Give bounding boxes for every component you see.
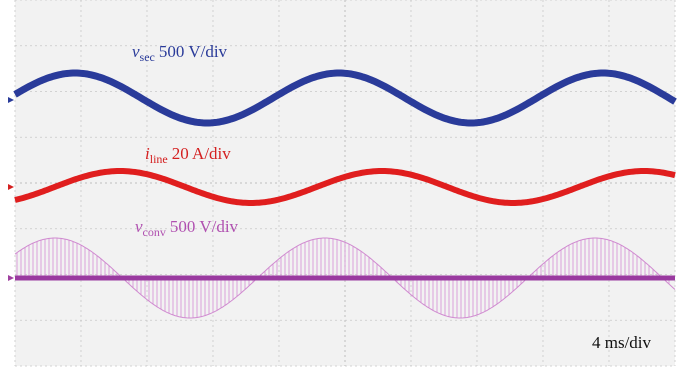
oscilloscope-screen: vsec500 V/div iline20 A/div vconv500 V/d… <box>0 0 688 368</box>
subscript: conv <box>143 225 166 239</box>
scale: 500 V/div <box>170 217 239 236</box>
subscript: line <box>150 152 168 166</box>
scale: 500 V/div <box>159 42 228 61</box>
scale: 20 A/div <box>172 144 232 163</box>
timebase: 4 ms/div <box>592 333 652 352</box>
subscript: sec <box>140 50 155 64</box>
